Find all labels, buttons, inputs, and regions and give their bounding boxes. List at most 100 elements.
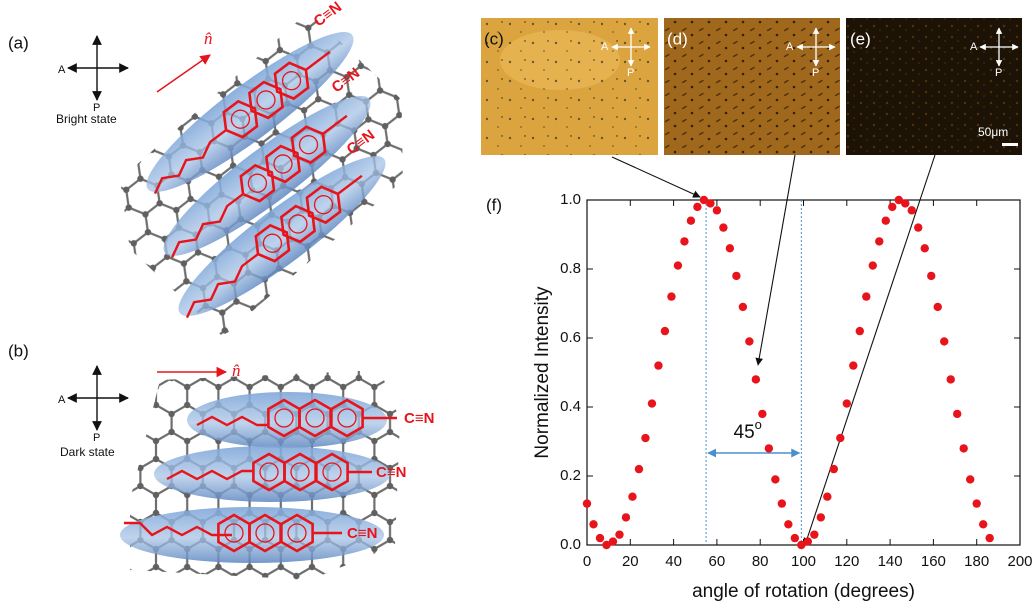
panel-label: (f) (486, 195, 502, 214)
data-point (914, 223, 922, 231)
scale-bar (1002, 143, 1018, 146)
analyzer-label: A (970, 41, 978, 53)
group-label: C≡N (376, 464, 406, 481)
group-label: C≡N (404, 410, 434, 427)
data-point (843, 399, 851, 407)
data-point (921, 244, 929, 252)
data-point (804, 537, 812, 545)
data-point (758, 410, 766, 418)
x-tick-label: 100 (791, 553, 816, 570)
data-point (615, 530, 623, 538)
data-point (641, 434, 649, 442)
data-point (635, 465, 643, 473)
x-tick-label: 0 (583, 553, 591, 570)
director-label: n̂ (204, 29, 213, 48)
data-point (869, 261, 877, 269)
data-point (667, 292, 675, 300)
data-point (654, 361, 662, 369)
data-point (810, 530, 818, 538)
data-point (940, 337, 948, 345)
data-point (823, 493, 831, 501)
micrograph: (d) A P (664, 18, 840, 155)
data-point (765, 444, 773, 452)
state-label: Dark state (60, 445, 115, 459)
polarizer-label: P (627, 67, 634, 79)
data-point (589, 520, 597, 528)
data-point (674, 261, 682, 269)
plot-frame (587, 200, 1020, 545)
panel-a: (a) A P Bright state n̂ C≡N C≡N C≡N (8, 0, 452, 361)
group-label: C≡N (347, 525, 377, 542)
polarizer-label: P (812, 67, 819, 79)
molecule (154, 446, 390, 502)
data-point (875, 237, 883, 245)
data-point (726, 244, 734, 252)
y-tick-label: 0.8 (560, 260, 581, 277)
data-point (713, 206, 721, 214)
data-point (596, 534, 604, 542)
data-point (856, 327, 864, 335)
data-point (628, 493, 636, 501)
x-tick-label: 20 (622, 553, 639, 570)
x-tick-label: 120 (834, 553, 859, 570)
figure: (a) A P Bright state n̂ C≡N C≡N C≡N (0, 0, 1036, 608)
data-point (985, 534, 993, 542)
micrograph: (e) A P 50μm (846, 18, 1022, 155)
data-point (934, 303, 942, 311)
data-point (979, 520, 987, 528)
data-point (830, 465, 838, 473)
x-axis-label: angle of rotation (degrees) (692, 581, 915, 602)
data-point (687, 217, 695, 225)
analyzer-label: A (786, 41, 794, 53)
data-point (622, 513, 630, 521)
annotation-sup: o (755, 417, 762, 432)
x-tick-label: 60 (709, 553, 726, 570)
pointer-arrow (612, 157, 700, 197)
data-point (947, 375, 955, 383)
data-point (771, 475, 779, 483)
x-tick-label: 140 (878, 553, 903, 570)
panel-b: (b) A P Dark state n̂ C≡N C≡N C≡N (8, 341, 434, 590)
data-point (661, 327, 669, 335)
y-tick-label: 0.0 (560, 536, 581, 553)
data-point (817, 513, 825, 521)
polarizer-label: P (93, 432, 100, 444)
data-point (927, 272, 935, 280)
data-point (732, 272, 740, 280)
data-point (609, 537, 617, 545)
data-point (745, 337, 753, 345)
pointer-arrow (758, 155, 795, 365)
data-point (680, 237, 688, 245)
data-point (882, 217, 890, 225)
data-point (960, 444, 968, 452)
x-tick-label: 40 (665, 553, 682, 570)
polarizer-label: P (995, 67, 1002, 79)
data-point (719, 223, 727, 231)
panel-label: (b) (8, 341, 29, 360)
annotation: 45o (734, 417, 762, 443)
data-point (739, 303, 747, 311)
x-tick-label: 200 (1007, 553, 1032, 570)
molecule (120, 507, 384, 563)
state-label: Bright state (56, 112, 117, 126)
y-tick-label: 0.2 (560, 467, 581, 484)
data-point (778, 499, 786, 507)
analyzer-label: A (58, 64, 66, 76)
y-tick-label: 0.4 (560, 398, 581, 415)
data-point (706, 199, 714, 207)
data-point (693, 203, 701, 211)
data-point (849, 361, 857, 369)
panel-label: (c) (484, 29, 504, 48)
data-point (583, 499, 591, 507)
scale-label: 50μm (978, 125, 1008, 139)
data-point (784, 520, 792, 528)
annotation-text: 45 (734, 422, 755, 443)
data-point (966, 475, 974, 483)
panel-label: (e) (850, 29, 871, 48)
micrograph: (c) A P (481, 18, 658, 155)
data-point (862, 292, 870, 300)
data-point (973, 499, 981, 507)
data-point (888, 203, 896, 211)
analyzer-label: A (601, 41, 609, 53)
